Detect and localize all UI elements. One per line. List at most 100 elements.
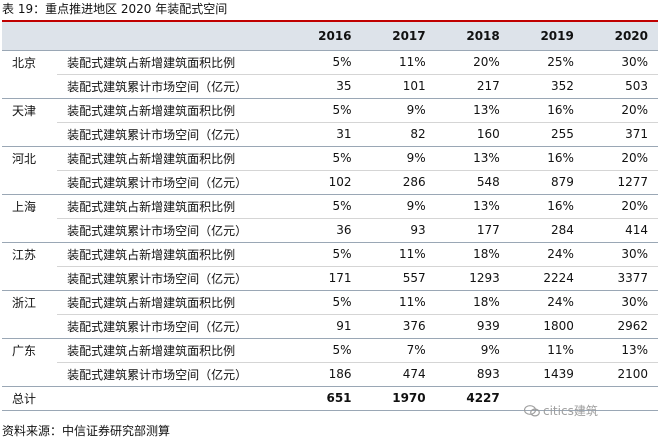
value-cell: 371	[583, 122, 658, 147]
value-cell: 5%	[287, 50, 362, 75]
table-row: 装配式建筑累计市场空间（亿元） 91 376 939 1800 2962	[2, 314, 658, 339]
value-cell: 11%	[361, 242, 436, 267]
metric-label: 装配式建筑占新增建筑面积比例	[57, 50, 288, 75]
value-cell: 186	[287, 362, 362, 387]
value-cell: 503	[583, 74, 658, 99]
value-cell: 474	[361, 362, 436, 387]
value-cell: 5%	[287, 98, 362, 123]
value-cell: 9%	[361, 98, 436, 123]
total-metric-cell	[57, 385, 288, 411]
value-cell: 20%	[583, 194, 658, 219]
value-cell: 1800	[509, 314, 584, 339]
metric-label: 装配式建筑占新增建筑面积比例	[57, 146, 288, 171]
region-label: 河北	[2, 146, 58, 195]
data-table-container: 2016 2017 2018 2019 2020 北京 装配式建筑占新增建筑面积…	[2, 20, 658, 411]
region-label: 广东	[2, 338, 58, 387]
metric-label: 装配式建筑占新增建筑面积比例	[57, 338, 288, 363]
total-row: 总计 651 1970 4227	[2, 385, 658, 411]
value-cell: 177	[435, 218, 510, 243]
metric-label: 装配式建筑占新增建筑面积比例	[57, 290, 288, 315]
value-cell: 414	[583, 218, 658, 243]
value-cell: 36	[287, 218, 362, 243]
value-cell: 2100	[583, 362, 658, 387]
value-cell: 16%	[509, 194, 584, 219]
value-cell: 286	[361, 170, 436, 195]
value-cell: 30%	[583, 290, 658, 315]
value-cell: 879	[509, 170, 584, 195]
value-cell: 5%	[287, 338, 362, 363]
value-cell: 91	[287, 314, 362, 339]
value-cell: 171	[287, 266, 362, 291]
metric-label: 装配式建筑占新增建筑面积比例	[57, 242, 288, 267]
value-cell: 5%	[287, 194, 362, 219]
table-row: 装配式建筑累计市场空间（亿元） 186 474 893 1439 2100	[2, 362, 658, 387]
total-value-cell: 1970	[361, 385, 436, 411]
value-cell: 18%	[435, 242, 510, 267]
value-cell: 20%	[583, 146, 658, 171]
value-cell: 548	[435, 170, 510, 195]
value-cell: 101	[361, 74, 436, 99]
total-value-cell: 651	[287, 385, 362, 411]
metric-label: 装配式建筑占新增建筑面积比例	[57, 194, 288, 219]
value-cell: 24%	[509, 290, 584, 315]
metric-label: 装配式建筑累计市场空间（亿元）	[57, 266, 288, 291]
table-row: 上海 装配式建筑占新增建筑面积比例 5% 9% 13% 16% 20%	[2, 194, 658, 243]
header-metric-cell	[57, 22, 288, 51]
market-space-table: 2016 2017 2018 2019 2020 北京 装配式建筑占新增建筑面积…	[2, 22, 658, 411]
table-row: 天津 装配式建筑占新增建筑面积比例 5% 9% 13% 16% 20%	[2, 98, 658, 147]
total-label: 总计	[2, 385, 58, 411]
value-cell: 11%	[361, 50, 436, 75]
total-value-cell	[583, 385, 658, 411]
header-region-cell	[2, 22, 58, 51]
table-row: 北京 装配式建筑占新增建筑面积比例 5% 11% 20% 25% 30%	[2, 50, 658, 99]
value-cell: 1293	[435, 266, 510, 291]
value-cell: 13%	[435, 194, 510, 219]
watermark: citics建筑	[524, 402, 598, 419]
table-row: 装配式建筑累计市场空间（亿元） 102 286 548 879 1277	[2, 170, 658, 195]
header-year-2018: 2018	[435, 22, 510, 51]
value-cell: 93	[361, 218, 436, 243]
header-year-2016: 2016	[287, 22, 362, 51]
value-cell: 1439	[509, 362, 584, 387]
table-row: 广东 装配式建筑占新增建筑面积比例 5% 7% 9% 11% 13%	[2, 338, 658, 387]
value-cell: 9%	[435, 338, 510, 363]
value-cell: 255	[509, 122, 584, 147]
value-cell: 11%	[509, 338, 584, 363]
value-cell: 557	[361, 266, 436, 291]
table-row: 装配式建筑累计市场空间（亿元） 35 101 217 352 503	[2, 74, 658, 99]
table-title: 表 19：重点推进地区 2020 年装配式空间	[2, 2, 228, 16]
watermark-text: citics建筑	[543, 404, 598, 418]
header-year-2017: 2017	[361, 22, 436, 51]
value-cell: 13%	[435, 146, 510, 171]
header-year-2020: 2020	[583, 22, 658, 51]
source-note: 资料来源：中信证券研究部测算	[2, 424, 171, 438]
total-value-cell: 4227	[435, 385, 510, 411]
metric-label: 装配式建筑占新增建筑面积比例	[57, 98, 288, 123]
value-cell: 5%	[287, 242, 362, 267]
metric-label: 装配式建筑累计市场空间（亿元）	[57, 218, 288, 243]
region-label: 浙江	[2, 290, 58, 339]
value-cell: 893	[435, 362, 510, 387]
value-cell: 3377	[583, 266, 658, 291]
value-cell: 102	[287, 170, 362, 195]
metric-label: 装配式建筑累计市场空间（亿元）	[57, 74, 288, 99]
value-cell: 284	[509, 218, 584, 243]
table-row: 浙江 装配式建筑占新增建筑面积比例 5% 11% 18% 24% 30%	[2, 290, 658, 339]
value-cell: 1277	[583, 170, 658, 195]
header-row: 2016 2017 2018 2019 2020	[2, 22, 658, 51]
value-cell: 2962	[583, 314, 658, 339]
table-row: 河北 装配式建筑占新增建筑面积比例 5% 9% 13% 16% 20%	[2, 146, 658, 195]
value-cell: 25%	[509, 50, 584, 75]
value-cell: 9%	[361, 194, 436, 219]
total-value-cell	[509, 385, 584, 411]
value-cell: 13%	[435, 98, 510, 123]
value-cell: 13%	[583, 338, 658, 363]
value-cell: 16%	[509, 146, 584, 171]
value-cell: 16%	[509, 98, 584, 123]
value-cell: 20%	[583, 98, 658, 123]
title-rule	[2, 20, 658, 22]
table-row: 装配式建筑累计市场空间（亿元） 171 557 1293 2224 3377	[2, 266, 658, 291]
metric-label: 装配式建筑累计市场空间（亿元）	[57, 122, 288, 147]
table-row: 江苏 装配式建筑占新增建筑面积比例 5% 11% 18% 24% 30%	[2, 242, 658, 291]
value-cell: 352	[509, 74, 584, 99]
